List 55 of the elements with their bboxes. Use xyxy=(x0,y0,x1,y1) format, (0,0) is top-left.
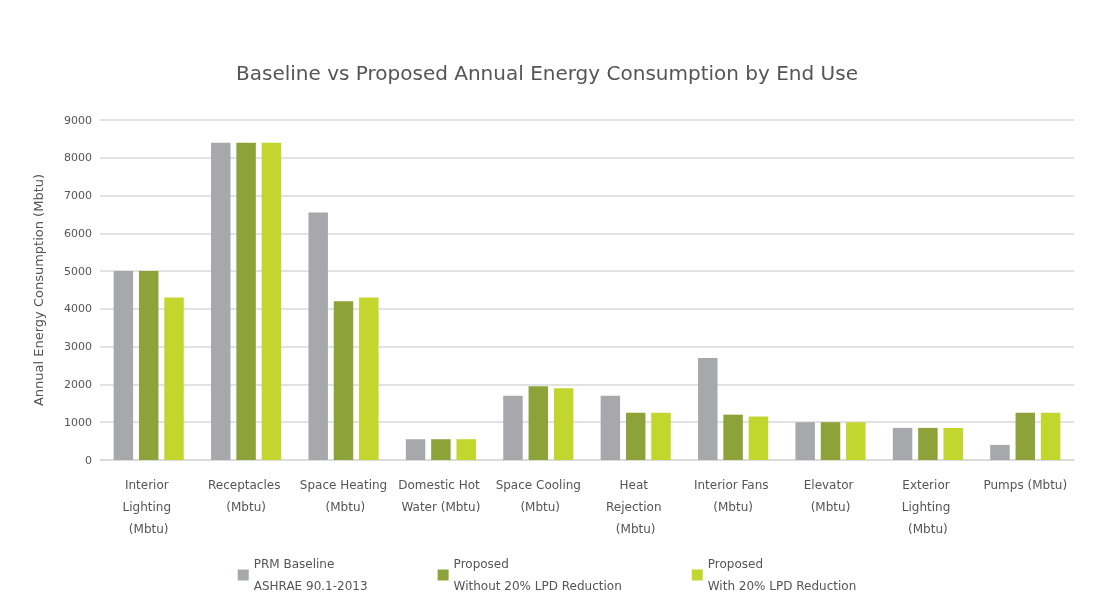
bar xyxy=(405,439,426,460)
bar xyxy=(553,388,574,460)
legend-label: Proposed With 20% LPD Reduction xyxy=(707,557,857,593)
bar xyxy=(723,414,743,460)
bar xyxy=(211,142,231,460)
bar xyxy=(138,271,159,460)
chart-title: Baseline vs Proposed Annual Energy Consumption by End Use xyxy=(236,61,858,85)
y-tick-label: 8000 xyxy=(64,151,92,165)
x-tick-label: Elevator (Mbtu) xyxy=(803,478,858,514)
x-tick-label: Heat Rejection (Mbtu) xyxy=(606,478,666,536)
y-tick-label: 0 xyxy=(85,453,92,467)
bar xyxy=(456,439,476,460)
y-tick-label: 2000 xyxy=(64,377,92,391)
x-tick-label: Exterior Lighting (Mbtu) xyxy=(901,478,955,536)
bar xyxy=(164,297,184,460)
y-tick-label: 5000 xyxy=(64,264,92,278)
bar xyxy=(820,422,841,460)
bar xyxy=(651,412,671,460)
x-tick-label: Receptacles (Mbtu) xyxy=(207,478,285,514)
legend-label: PRM Baseline ASHRAE 90.1-2013 xyxy=(253,557,368,593)
x-tick-label: Interior Lighting (Mbtu) xyxy=(122,478,175,536)
bar xyxy=(990,444,1010,460)
x-tick-label: Interior Fans (Mbtu) xyxy=(693,478,773,514)
bar xyxy=(261,142,282,460)
bar xyxy=(113,271,134,460)
bar xyxy=(503,395,523,460)
bar xyxy=(846,422,866,460)
legend-label: Proposed Without 20% LPD Reduction xyxy=(453,557,622,593)
bar xyxy=(1015,412,1036,460)
bar xyxy=(236,142,256,460)
x-tick-label: Space Heating (Mbtu) xyxy=(299,478,388,514)
y-tick-label: 3000 xyxy=(64,340,92,354)
bar xyxy=(748,416,769,460)
bar xyxy=(625,412,646,460)
bar xyxy=(698,358,718,460)
bar xyxy=(333,301,354,460)
x-tick-label: Domestic Hot Water (Mbtu) xyxy=(398,478,484,514)
y-tick-label: 1000 xyxy=(64,415,92,429)
y-tick-label: 9000 xyxy=(64,113,92,127)
bar xyxy=(359,297,379,460)
bar xyxy=(431,439,451,460)
bar xyxy=(528,386,549,460)
bar xyxy=(918,427,938,460)
bar xyxy=(308,212,328,460)
bar xyxy=(1040,412,1061,460)
y-tick-label: 4000 xyxy=(64,302,92,316)
bar xyxy=(600,395,621,460)
y-tick-label: 6000 xyxy=(64,226,92,240)
y-tick-label: 7000 xyxy=(64,189,92,203)
y-axis-title: Annual Energy Consumption (Mbtu) xyxy=(31,173,46,407)
bar xyxy=(943,427,963,460)
x-tick-label: Space Cooling (Mbtu) xyxy=(495,478,581,514)
bar xyxy=(795,422,815,460)
x-tick-label: Pumps (Mbtu) xyxy=(983,478,1068,492)
bar xyxy=(892,427,913,460)
